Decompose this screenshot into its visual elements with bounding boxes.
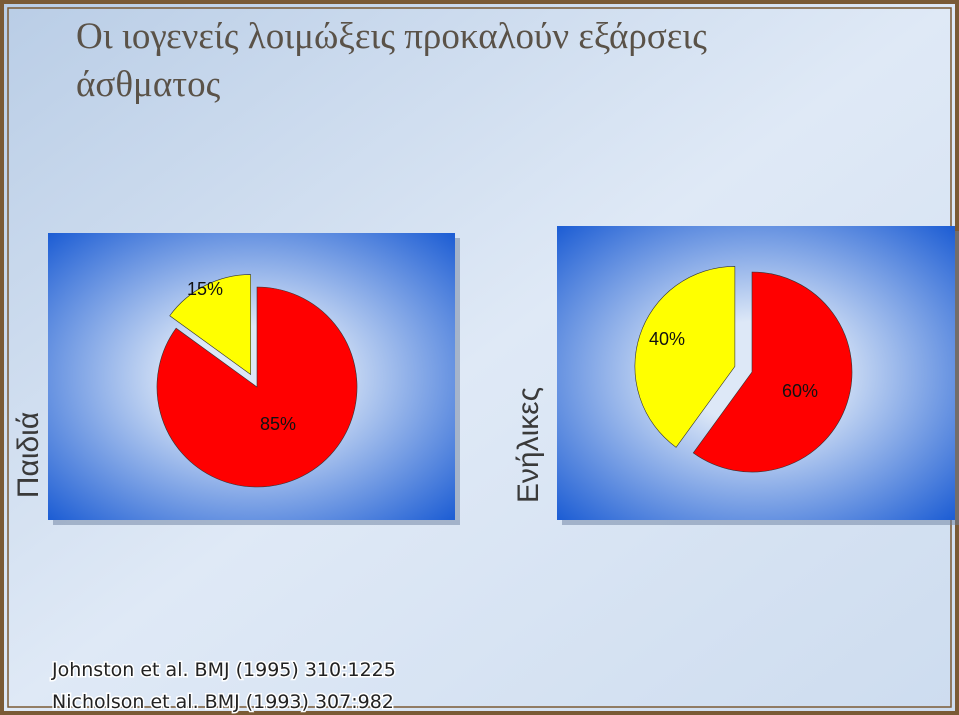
title: Οι ιογενείς λοιμώξεις προκαλούν εξάρσεις… <box>76 16 716 105</box>
value-label: 15% <box>187 279 223 299</box>
pie-slice <box>169 274 251 376</box>
reference: Johnston et al. BMJ (1995) 310:1225 <box>51 659 396 681</box>
value-label: 85% <box>260 414 296 434</box>
pie-slice <box>692 271 853 473</box>
pie-slice <box>156 286 358 488</box>
reference: Nicholson et al. BMJ (1993) 307:982 <box>52 691 394 713</box>
title-line: άσθματος <box>76 64 221 105</box>
value-label: 40% <box>649 329 685 349</box>
pie-slice <box>634 266 736 448</box>
chart-label: Παιδιά <box>12 412 45 498</box>
chart-label: Ενήλικες <box>512 387 545 503</box>
value-label: 60% <box>782 381 818 401</box>
title-line: Οι ιογενείς λοιμώξεις προκαλούν εξάρσεις <box>76 16 707 57</box>
